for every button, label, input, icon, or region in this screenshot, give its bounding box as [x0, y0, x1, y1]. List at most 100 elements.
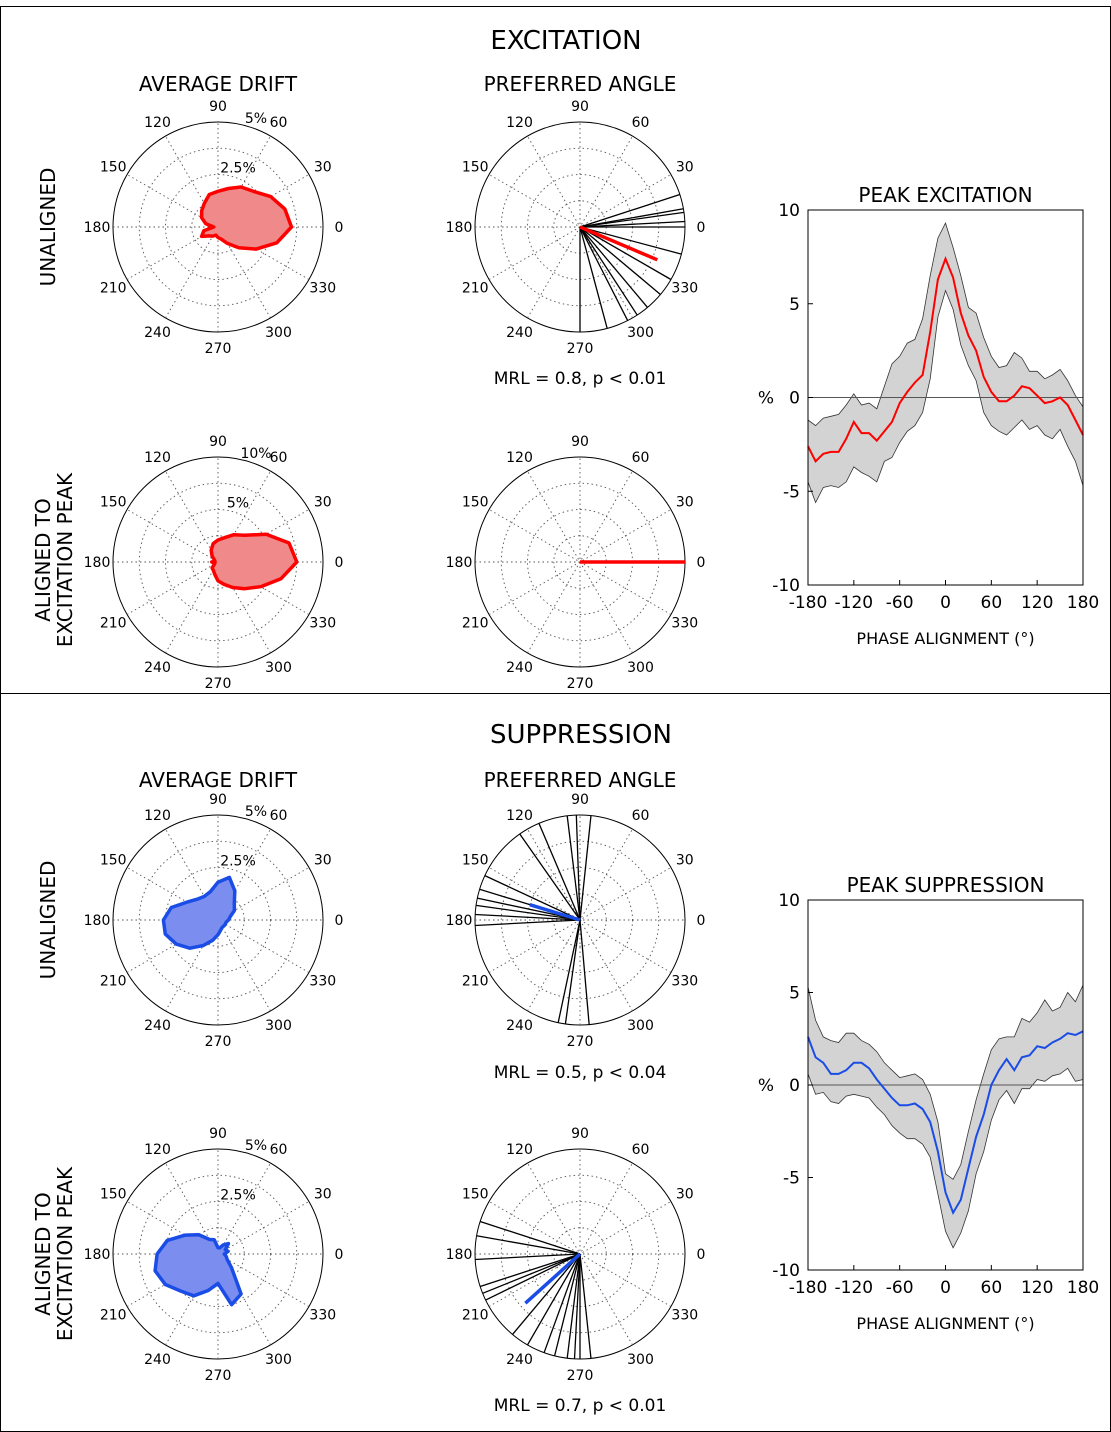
polar-grid-circle — [500, 840, 660, 1000]
preferred-angle-line — [579, 226, 608, 329]
polar-angle-label: 180 — [446, 555, 473, 571]
polar-angle-label: 60 — [632, 450, 650, 466]
suppression-unaligned-angle-chart: 0 30 60 90 120 150 180 210 240 270 300 330 — [446, 792, 706, 1050]
polar-angle-label: 270 — [205, 1034, 232, 1050]
polar-radial-label-inner: 2.5% — [220, 161, 256, 177]
preferred-angle-line — [579, 226, 648, 308]
polar-angle-label: 240 — [144, 1352, 171, 1368]
preferred-angle-line — [475, 913, 581, 921]
polar-angle-label: 270 — [205, 676, 232, 692]
polar-grid-circle — [500, 1174, 660, 1334]
polar-angle-label: 270 — [567, 1368, 594, 1384]
polar-angle-label: 180 — [446, 913, 473, 929]
polar-angle-label: 150 — [462, 1187, 489, 1203]
preferred-angle-line — [543, 1253, 581, 1353]
polar-angle-label: 90 — [209, 1126, 227, 1142]
preferred-angle-line — [476, 1235, 581, 1255]
polar-angle-label: 300 — [627, 660, 654, 676]
x-tick-label: 0 — [940, 593, 951, 613]
polar-angle-label: 330 — [671, 281, 698, 297]
excitation-aligned-angle-chart: 0 30 60 90 120 150 180 210 240 270 300 330 — [446, 434, 706, 692]
polar-angle-label: 30 — [676, 160, 694, 176]
polar-radial-label-inner: 2.5% — [220, 854, 256, 870]
polar-angle-label: 0 — [697, 220, 706, 236]
polar-angle-label: 60 — [270, 115, 288, 131]
polar-angle-label: 30 — [314, 160, 332, 176]
x-axis-label: PHASE ALIGNMENT (°) — [856, 1314, 1034, 1333]
y-tick-label: -10 — [772, 576, 800, 596]
polar-angle-label: 180 — [446, 1247, 473, 1263]
suppression-aligned-mrl: MRL = 0.7, p < 0.01 — [494, 1396, 667, 1416]
x-axis-label: PHASE ALIGNMENT (°) — [856, 629, 1034, 648]
polar-angle-label: 240 — [144, 1018, 171, 1034]
polar-angle-label: 60 — [270, 450, 288, 466]
polar-angle-label: 210 — [100, 616, 127, 632]
preferred-angle-line — [526, 1253, 581, 1346]
excitation-aligned-row-label-2: EXCITATION PEAK — [53, 472, 77, 647]
polar-grid-circle — [138, 840, 298, 1000]
polar-angle-label: 210 — [462, 1308, 489, 1324]
preferred-angle-line — [484, 875, 581, 921]
polar-angle-label: 0 — [697, 555, 706, 571]
polar-angle-label: 240 — [144, 325, 171, 341]
excitation-aligned-drift-chart: 0 30 60 90 120 150 180 210 240 270 300 330 10% 5% — [84, 434, 344, 692]
excitation-section-frame — [0, 6, 1111, 694]
preferred-angle-line — [579, 226, 629, 321]
polar-angle-label: 0 — [335, 555, 344, 571]
preferred-angle-line — [579, 208, 684, 228]
preferred-angle-line — [519, 833, 581, 921]
polar-angle-label: 180 — [84, 1247, 111, 1263]
polar-radial-label-outer: 5% — [245, 111, 267, 127]
polar-angle-label: 90 — [571, 792, 589, 808]
preferred-angle-line — [479, 1253, 581, 1288]
polar-angle-label: 330 — [309, 974, 336, 990]
polar-angle-label: 90 — [571, 99, 589, 115]
polar-angle-label: 0 — [697, 1247, 706, 1263]
mean-line — [807, 256, 1084, 463]
x-tick-label: -120 — [835, 1278, 874, 1298]
polar-angle-label: 330 — [671, 974, 698, 990]
polar-angle-label: 90 — [571, 434, 589, 450]
preferred-angle-line — [579, 226, 672, 281]
polar-angle-label: 300 — [265, 660, 292, 676]
preferred-angle-line — [573, 1253, 581, 1359]
polar-angle-label: 150 — [462, 160, 489, 176]
preferred-angle-line — [475, 1253, 581, 1261]
polar-angle-label: 150 — [100, 495, 127, 511]
mean-line — [807, 1030, 1084, 1216]
preferred-angle-line — [485, 1253, 581, 1301]
polar-angle-label: 60 — [632, 115, 650, 131]
polar-grid-circle — [138, 1174, 298, 1334]
polar-angle-label: 120 — [144, 115, 171, 131]
y-tick-label: -5 — [783, 482, 800, 502]
excitation-aligned-row-label-1: ALIGNED TO — [31, 498, 55, 622]
polar-angle-label: 270 — [205, 1368, 232, 1384]
polar-angle-label: 30 — [314, 1187, 332, 1203]
y-tick-label: 10 — [778, 891, 800, 911]
preferred-angle-line — [553, 1253, 581, 1357]
polar-angle-label: 210 — [100, 974, 127, 990]
y-tick-label: 10 — [778, 201, 800, 221]
polar-angle-label: 330 — [671, 1308, 698, 1324]
y-tick-label: 5 — [789, 984, 800, 1004]
preferred-angle-line — [579, 226, 682, 255]
x-tick-label: -120 — [835, 593, 874, 613]
x-tick-label: 120 — [1021, 1278, 1053, 1298]
preferred-angle-line — [566, 815, 581, 921]
suppression-angle-column-title: PREFERRED ANGLE — [484, 768, 677, 792]
polar-angle-label: 120 — [144, 808, 171, 824]
polar-angle-label: 90 — [209, 434, 227, 450]
polar-angle-label: 270 — [567, 1034, 594, 1050]
polar-angle-label: 150 — [462, 853, 489, 869]
polar-angle-label: 150 — [100, 1187, 127, 1203]
suppression-aligned-row-label-2: EXCITATION PEAK — [53, 1166, 77, 1341]
preferred-angle-line — [557, 919, 581, 1023]
polar-angle-label: 60 — [632, 1142, 650, 1158]
polar-angle-label: 150 — [100, 160, 127, 176]
preferred-angle-line — [479, 1220, 581, 1255]
polar-angle-label: 270 — [567, 676, 594, 692]
suppression-aligned-drift-chart: 0 30 60 90 120 150 180 210 240 270 300 330 5% 2.5% — [84, 1126, 344, 1384]
preferred-angle-line — [579, 226, 638, 316]
polar-angle-label: 210 — [100, 281, 127, 297]
